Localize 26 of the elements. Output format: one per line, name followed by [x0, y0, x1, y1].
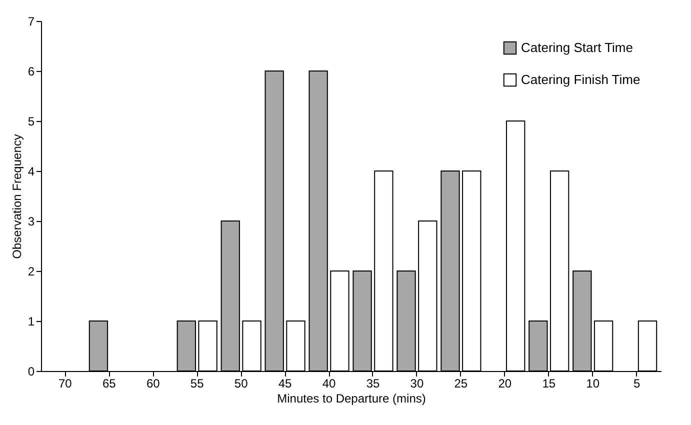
x-tick-label: 25 [454, 376, 468, 390]
y-tick-label: 2 [28, 264, 35, 278]
y-tick-label: 0 [28, 364, 35, 378]
y-tick-label: 1 [28, 314, 35, 328]
y-tick-label: 3 [28, 214, 35, 228]
legend-label: Catering Start Time [521, 40, 633, 55]
x-tick-label: 70 [58, 376, 72, 390]
x-tick-label: 40 [322, 376, 336, 390]
x-tick-label: 5 [633, 376, 640, 390]
x-tick-label: 65 [102, 376, 116, 390]
y-tick-label: 7 [28, 14, 35, 28]
x-tick-label: 35 [366, 376, 380, 390]
x-tick-label: 30 [410, 376, 424, 390]
x-tick-label: 10 [586, 376, 600, 390]
x-axis-title: Minutes to Departure (mins) [277, 392, 426, 406]
x-tick-label: 60 [146, 376, 160, 390]
x-tick-label: 15 [542, 376, 556, 390]
y-axis-title: Observation Frequency [10, 134, 24, 259]
x-tick-label: 45 [278, 376, 292, 390]
x-tick-label: 55 [190, 376, 204, 390]
y-tick-label: 6 [28, 64, 35, 78]
x-tick-label: 20 [498, 376, 512, 390]
y-tick-label: 4 [28, 164, 35, 178]
y-tick-label: 5 [28, 114, 35, 128]
legend-label: Catering Finish Time [521, 72, 640, 87]
x-tick-label: 50 [234, 376, 248, 390]
